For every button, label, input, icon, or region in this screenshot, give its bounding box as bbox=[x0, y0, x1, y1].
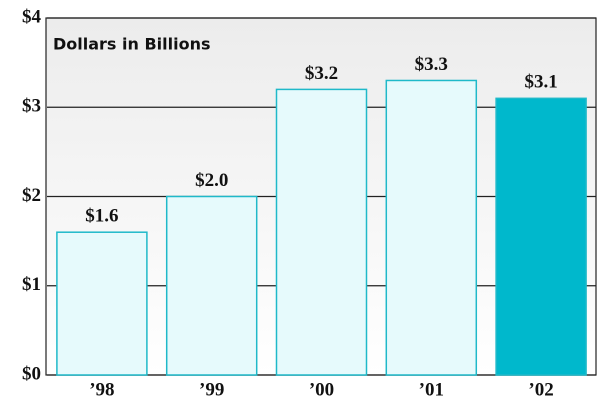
value-label: $3.2 bbox=[305, 63, 338, 84]
y-tick-label: $0 bbox=[22, 363, 41, 384]
x-tick-label: ’02 bbox=[528, 379, 553, 400]
x-tick-label: ’99 bbox=[199, 379, 224, 400]
x-tick-label: ’00 bbox=[309, 379, 334, 400]
y-tick-label: $2 bbox=[22, 185, 41, 206]
value-label: $2.0 bbox=[195, 170, 228, 191]
bar bbox=[165, 195, 258, 376]
x-tick-label: ’01 bbox=[419, 379, 444, 400]
value-label: $3.1 bbox=[524, 72, 557, 93]
value-label: $3.3 bbox=[415, 54, 448, 75]
bar bbox=[275, 88, 368, 376]
y-tick-label: $1 bbox=[22, 274, 41, 295]
bar bbox=[385, 79, 478, 376]
y-tick-label: $3 bbox=[22, 96, 41, 117]
value-label: $1.6 bbox=[85, 206, 118, 227]
bar bbox=[56, 231, 148, 376]
bar bbox=[495, 97, 587, 376]
y-tick-label: $4 bbox=[22, 6, 42, 27]
chart-subtitle: Dollars in Billions bbox=[53, 35, 211, 54]
x-tick-label: ’98 bbox=[89, 379, 114, 400]
